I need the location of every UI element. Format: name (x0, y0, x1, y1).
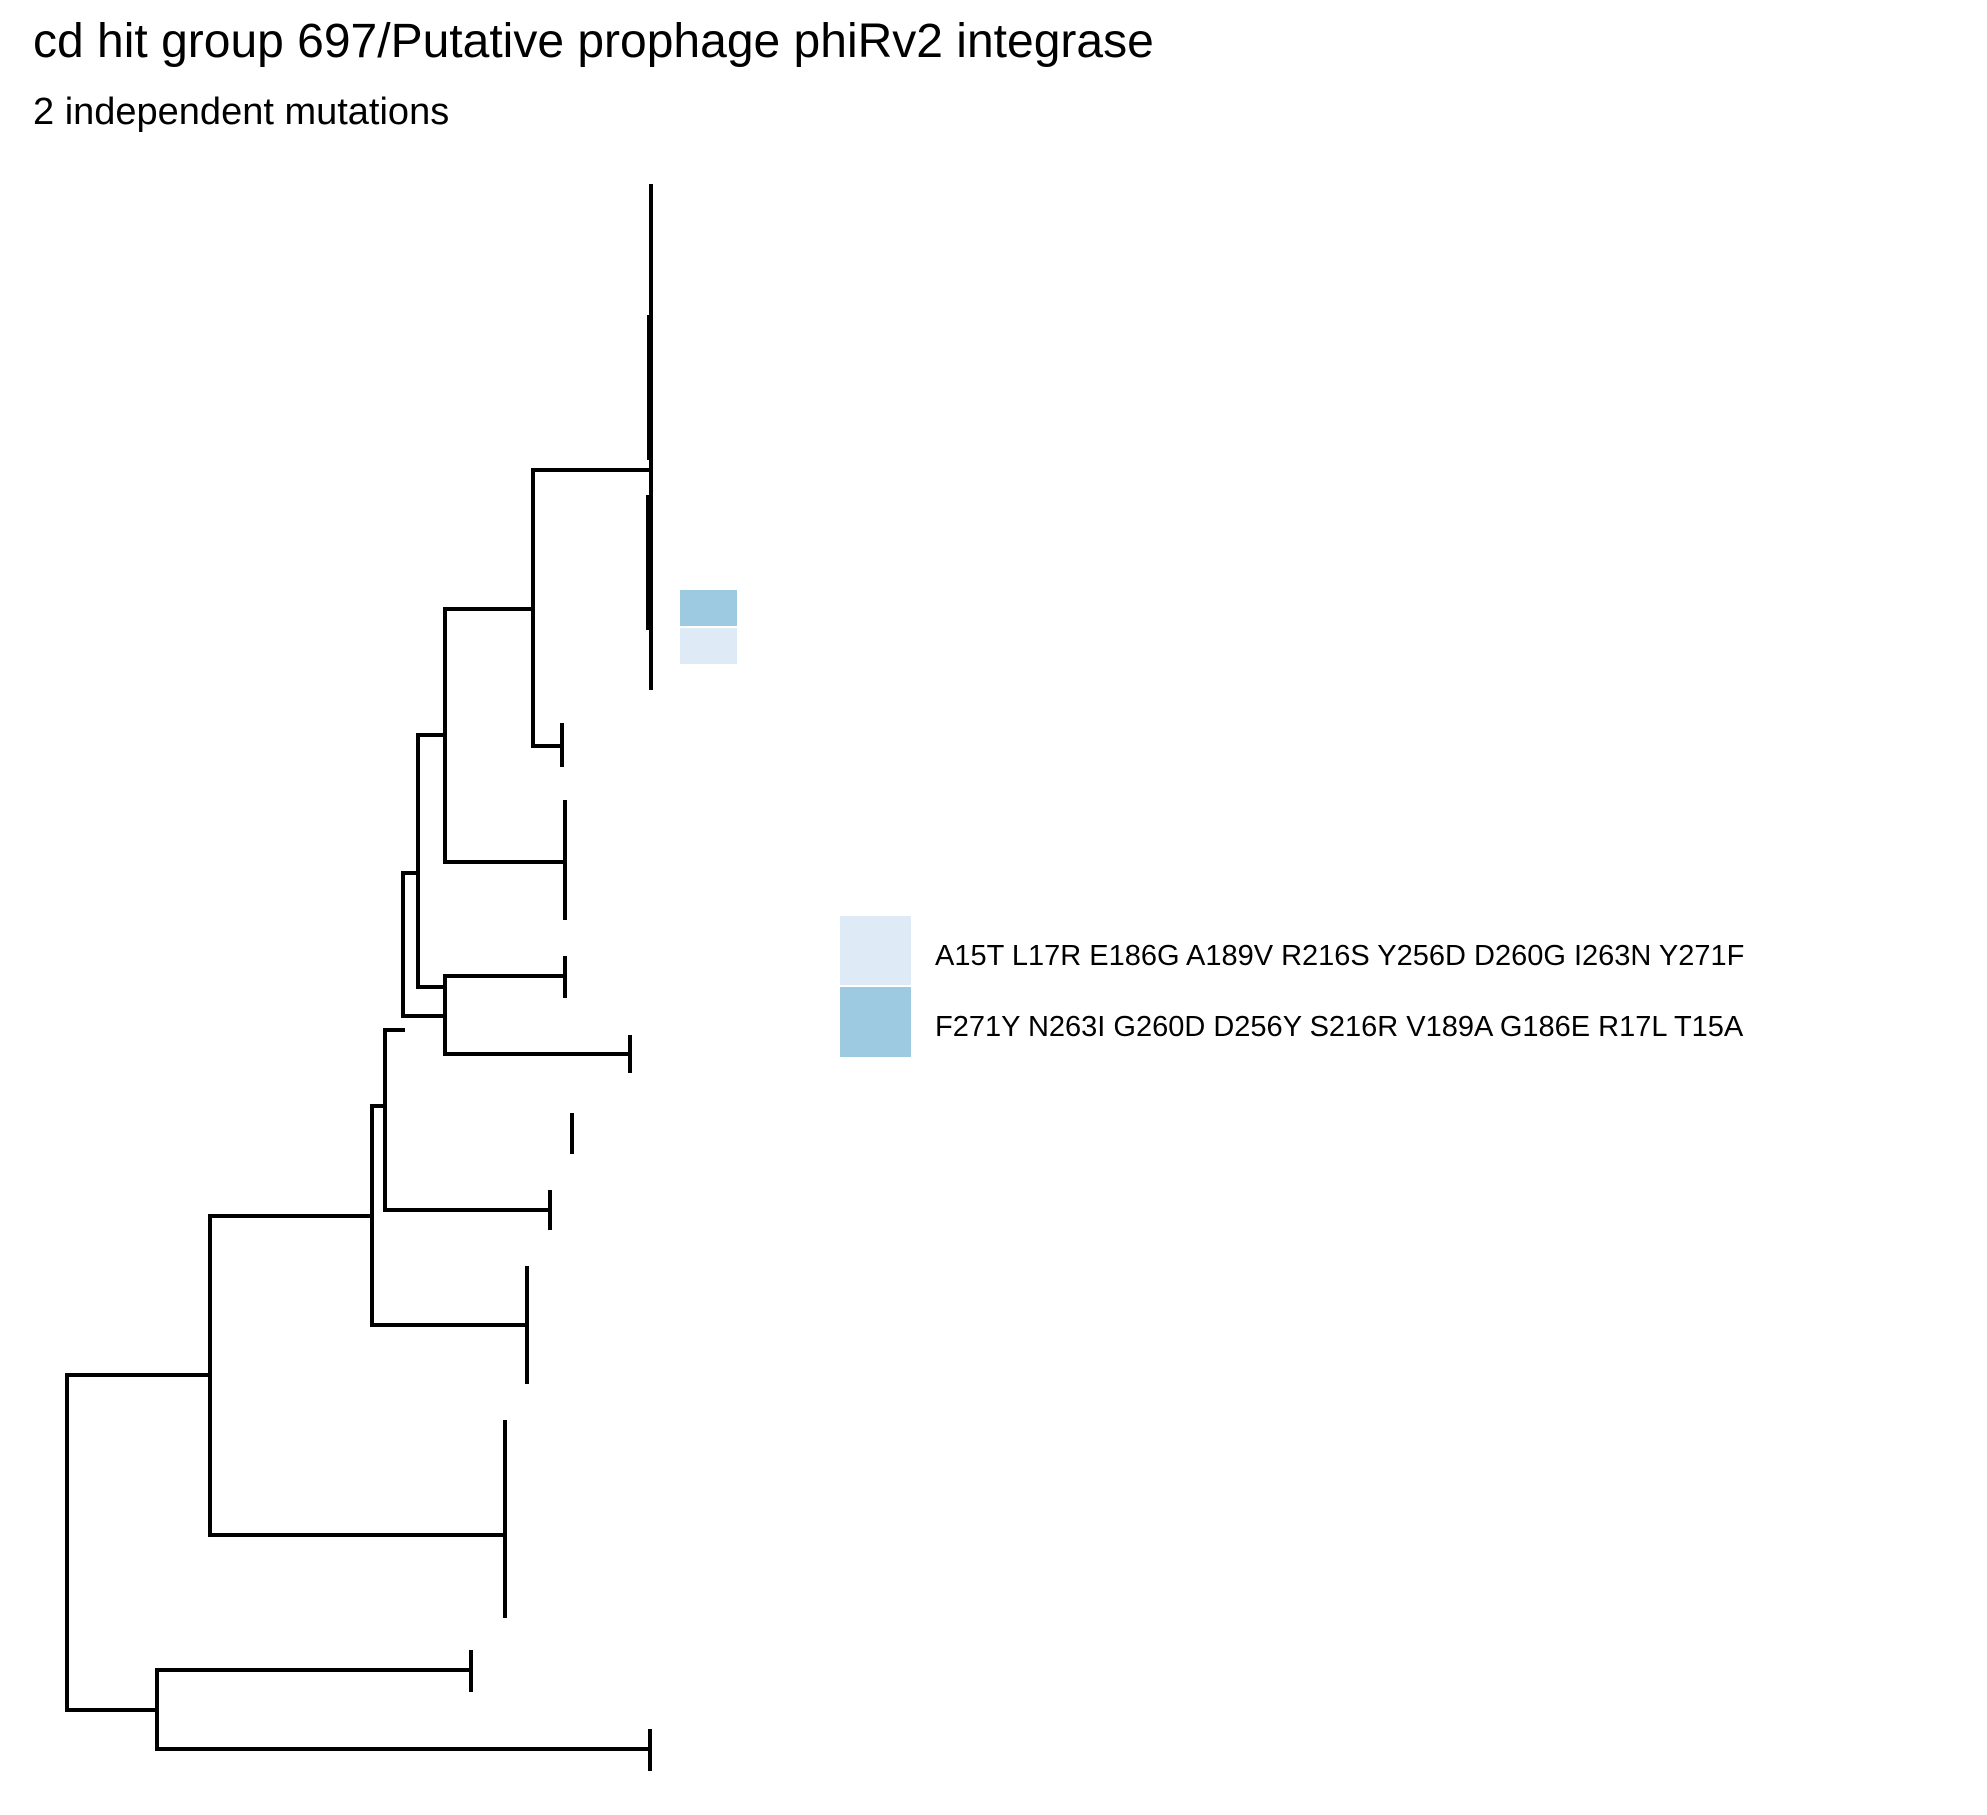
legend: A15T L17R E186G A189V R216S Y256D D260G … (840, 916, 1744, 1057)
page-subtitle: 2 independent mutations (33, 91, 450, 133)
legend-key-0 (840, 916, 911, 985)
tip-mutation-marker (680, 590, 737, 626)
tip-mutation-marker (680, 628, 737, 664)
legend-key-1 (840, 987, 911, 1057)
page-title: cd hit group 697/Putative prophage phiRv… (33, 15, 1154, 68)
legend-label-0: A15T L17R E186G A189V R216S Y256D D260G … (935, 940, 1744, 972)
legend-label-1: F271Y N263I G260D D256Y S216R V189A G186… (935, 1011, 1744, 1043)
tip-mutation-markers (680, 590, 737, 664)
tree-tip-bars (469, 184, 653, 1771)
tree-branches (65, 468, 652, 1751)
